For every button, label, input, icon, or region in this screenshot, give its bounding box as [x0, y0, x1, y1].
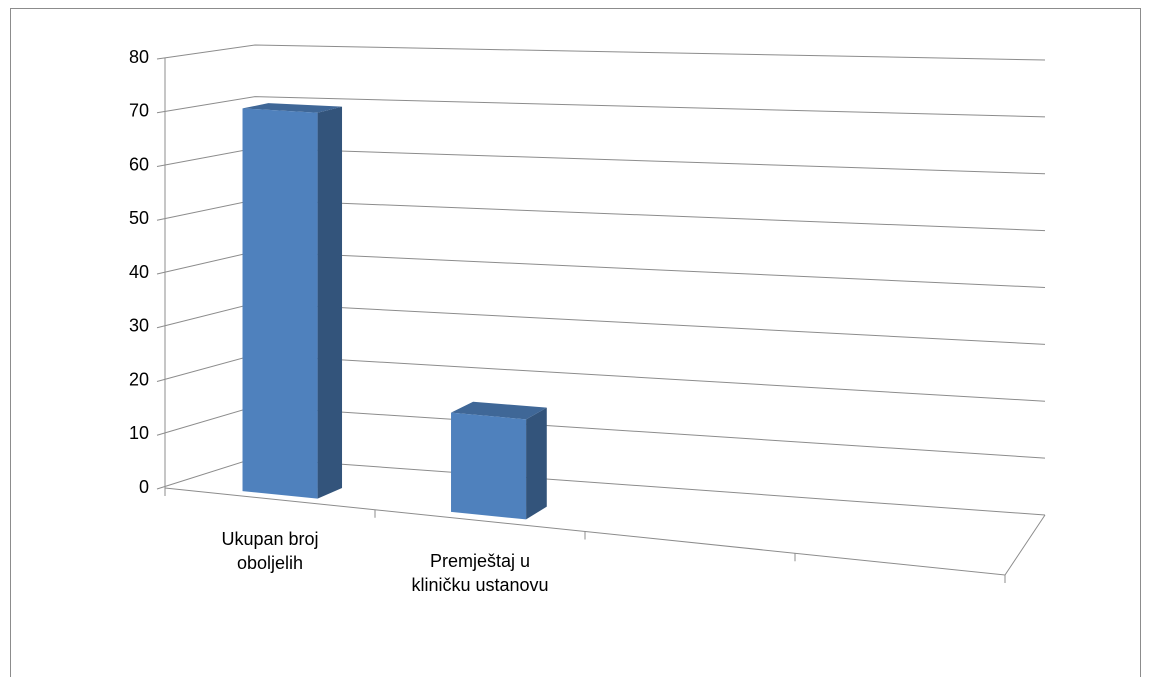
bar — [451, 401, 547, 520]
y-tick-label: 0 — [139, 477, 149, 497]
x-tick-label: Ukupan broj oboljelih — [221, 528, 319, 573]
bar-side — [317, 106, 343, 499]
chart-border — [10, 8, 1141, 677]
y-tick-label: 40 — [129, 262, 149, 282]
bar-front — [451, 412, 527, 520]
bar-side — [526, 407, 547, 520]
y-tick-label: 60 — [129, 154, 149, 174]
bar-front — [242, 108, 318, 499]
bar-top — [242, 103, 343, 113]
x-tick-label: Premještaj u kliničku ustanovu — [411, 550, 549, 595]
y-tick-label: 20 — [129, 369, 149, 389]
y-tick-label: 10 — [129, 423, 149, 443]
y-tick-label: 50 — [129, 208, 149, 228]
y-tick-label: 30 — [129, 316, 149, 336]
grid-line — [156, 96, 1046, 118]
bar-top — [451, 401, 547, 420]
bar — [242, 103, 343, 499]
grid-line — [156, 44, 1046, 61]
y-tick-label: 70 — [129, 101, 149, 121]
y-tick-label: 80 — [129, 47, 149, 67]
